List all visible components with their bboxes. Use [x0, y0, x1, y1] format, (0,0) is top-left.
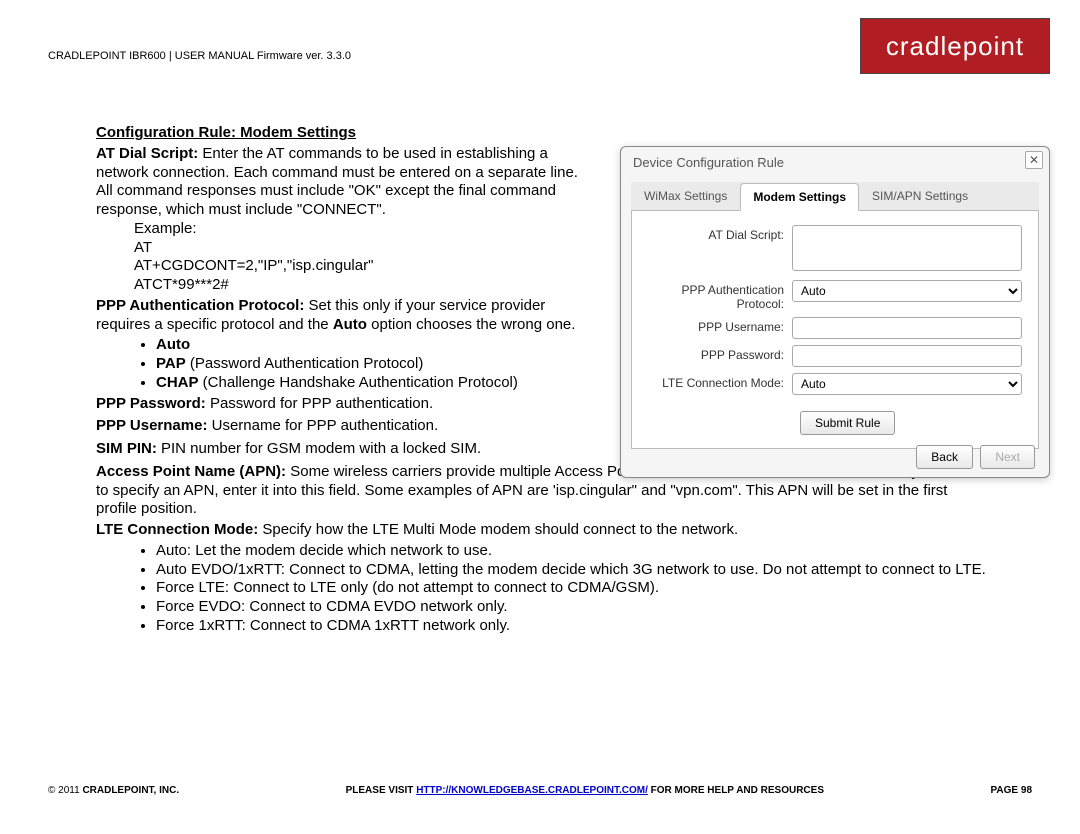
next-button[interactable]: Next [980, 445, 1035, 469]
ppp-pass-input[interactable] [792, 345, 1022, 367]
back-button[interactable]: Back [916, 445, 973, 469]
example-line-3: ATCT*99***2# [134, 276, 596, 295]
lte-bullets: Auto: Let the modem decide which network… [156, 542, 1026, 636]
page-footer: © 2011 CRADLEPOINT, INC. PLEASE VISIT HT… [48, 785, 1032, 796]
auth-bullet-2: PAP (Password Authentication Protocol) [156, 355, 596, 374]
lte-mode-select[interactable]: Auto [792, 373, 1022, 395]
sim-pin-label: SIM PIN: [96, 440, 157, 457]
ppp-pass-label: PPP Password: [96, 395, 206, 412]
auth-bullets: Auto PAP (Password Authentication Protoc… [156, 336, 596, 392]
tab-modem[interactable]: Modem Settings [740, 183, 859, 211]
footer-page: PAGE 98 [991, 785, 1033, 796]
lte-mode-field-label: LTE Connection Mode: [644, 373, 792, 390]
sim-pin-text: PIN number for GSM modem with a locked S… [157, 440, 481, 457]
apn-label: Access Point Name (APN): [96, 463, 286, 480]
at-dial-label: AT Dial Script: [96, 145, 198, 162]
submit-button[interactable]: Submit Rule [800, 411, 895, 435]
at-dial-field-label: AT Dial Script: [644, 225, 792, 242]
auth-bullet-3: CHAP (Challenge Handshake Authentication… [156, 374, 596, 393]
lte-bullet-2: Auto EVDO/1xRTT: Connect to CDMA, lettin… [156, 561, 1026, 580]
tab-wimax[interactable]: WiMax Settings [631, 182, 740, 210]
section-heading: Configuration Rule: Modem Settings [96, 124, 986, 143]
lte-bullet-4: Force EVDO: Connect to CDMA EVDO network… [156, 598, 1026, 617]
footer-mid: PLEASE VISIT HTTP://KNOWLEDGEBASE.CRADLE… [346, 785, 824, 796]
ppp-user-label: PPP Username: [96, 417, 207, 434]
header-text: CRADLEPOINT IBR600 | USER MANUAL Firmwar… [48, 50, 351, 62]
config-dialog: Device Configuration Rule ✕ WiMax Settin… [620, 146, 1050, 478]
footer-left: © 2011 CRADLEPOINT, INC. [48, 785, 179, 796]
lte-bullet-3: Force LTE: Connect to LTE only (do not a… [156, 579, 1026, 598]
lte-bullet-1: Auto: Let the modem decide which network… [156, 542, 1026, 561]
lte-text: Specify how the LTE Multi Mode modem sho… [258, 521, 738, 538]
lte-label: LTE Connection Mode: [96, 521, 258, 538]
lte-bullet-5: Force 1xRTT: Connect to CDMA 1xRTT netwo… [156, 617, 1026, 636]
auth-bullet-1: Auto [156, 336, 596, 355]
ppp-pass-field-label: PPP Password: [644, 345, 792, 362]
logo-text: cradlepoint [886, 31, 1024, 62]
ppp-user-input[interactable] [792, 317, 1022, 339]
ppp-auth-text2: option chooses the wrong one. [367, 316, 575, 333]
ppp-user-field-label: PPP Username: [644, 317, 792, 334]
example-line-1: AT [134, 239, 596, 258]
ppp-auth-bold: Auto [333, 316, 367, 333]
ppp-auth-label: PPP Authentication Protocol: [96, 297, 304, 314]
logo: cradlepoint [860, 18, 1050, 74]
dialog-title: Device Configuration Rule ✕ [621, 147, 1049, 178]
example-line-2: AT+CGDCONT=2,"IP","isp.cingular" [134, 257, 596, 276]
at-dial-input[interactable] [792, 225, 1022, 271]
ppp-auth-select[interactable]: Auto [792, 280, 1022, 302]
footer-link[interactable]: HTTP://KNOWLEDGEBASE.CRADLEPOINT.COM/ [416, 785, 648, 796]
ppp-auth-field-label: PPP Authentication Protocol: [644, 280, 792, 311]
ppp-pass-text: Password for PPP authentication. [206, 395, 433, 412]
close-icon[interactable]: ✕ [1025, 151, 1043, 169]
tab-sim-apn[interactable]: SIM/APN Settings [859, 182, 981, 210]
dialog-footer: Back Next [912, 445, 1035, 469]
example-label: Example: [134, 220, 596, 239]
ppp-user-text: Username for PPP authentication. [207, 417, 438, 434]
dialog-tabs: WiMax Settings Modem Settings SIM/APN Se… [631, 182, 1039, 211]
form-area: AT Dial Script: PPP Authentication Proto… [631, 211, 1039, 449]
